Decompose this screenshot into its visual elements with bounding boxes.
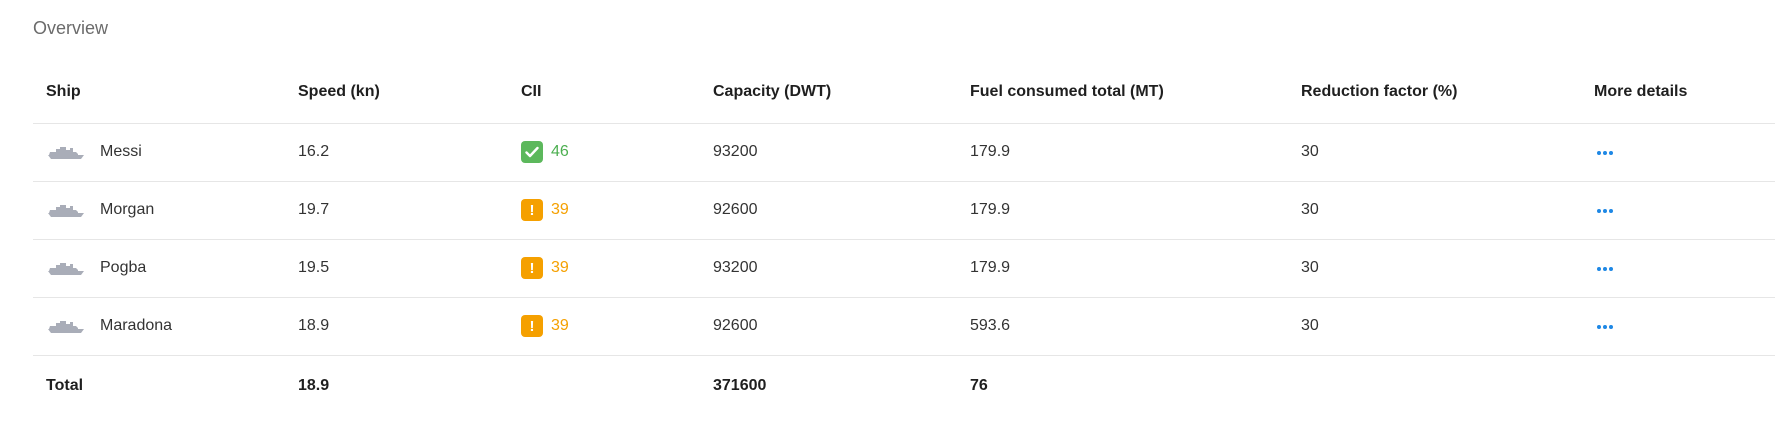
more-dots-icon [1597,325,1613,329]
more-details-cell [1594,123,1775,182]
table-row: Messi 16.2 46 93200 179.9 30 [33,123,1775,182]
overview-table: Ship Speed (kn) CII Capacity (DWT) Fuel … [33,61,1775,417]
ship-icon [46,144,86,160]
table-row: Morgan 19.7 ! 39 92600 179.9 30 [33,181,1775,240]
ship-cell: Morgan [33,181,298,240]
reduction-cell: 30 [1301,239,1594,298]
header-capacity: Capacity (DWT) [713,61,970,124]
reduction-cell: 30 [1301,297,1594,356]
exclamation-icon: ! [521,315,543,337]
capacity-cell: 93200 [713,239,970,298]
more-dots-icon [1597,267,1613,271]
total-label: Total [46,377,84,395]
cii-cell: ! 39 [521,297,713,356]
ship-cell: Messi [33,123,298,182]
more-dots-icon [1597,209,1613,213]
table-row: Maradona 18.9 ! 39 92600 593.6 30 [33,297,1775,356]
fuel-cell: 179.9 [970,239,1301,298]
capacity-cell: 92600 [713,297,970,356]
cii-value: 39 [551,259,569,276]
more-details-button[interactable] [1594,146,1616,160]
ship-cell: Pogba [33,239,298,298]
total-fuel: 76 [970,377,988,395]
total-capacity: 371600 [713,377,767,395]
total-cii-empty [521,355,713,417]
ship-name: Messi [100,143,142,160]
more-details-button[interactable] [1594,204,1616,218]
header-fuel: Fuel consumed total (MT) [970,61,1301,124]
reduction-cell: 30 [1301,181,1594,240]
cii-value: 39 [551,201,569,218]
ship-name: Pogba [100,259,147,276]
header-more-details: More details [1594,61,1775,124]
ship-cell: Maradona [33,297,298,356]
ship-icon [46,202,86,218]
ship-icon [46,318,86,334]
cii-cell: ! 39 [521,239,713,298]
ship-icon [46,260,86,276]
section-title: Overview [33,18,109,38]
total-reduction-empty [1301,355,1594,417]
cii-value: 46 [551,143,569,160]
check-icon [521,141,543,163]
speed-cell: 18.9 [298,297,521,356]
total-row: Total 18.9 371600 76 [33,355,1775,417]
capacity-cell: 92600 [713,181,970,240]
more-dots-icon [1597,151,1613,155]
total-more-empty [1594,355,1775,417]
table-row: Pogba 19.5 ! 39 93200 179.9 30 [33,239,1775,298]
speed-cell: 19.5 [298,239,521,298]
cii-cell: 46 [521,123,713,182]
fuel-cell: 179.9 [970,123,1301,182]
table-header-row: Ship Speed (kn) CII Capacity (DWT) Fuel … [33,61,1775,124]
more-details-button[interactable] [1594,262,1616,276]
total-speed: 18.9 [298,377,330,395]
more-details-cell [1594,239,1775,298]
header-reduction: Reduction factor (%) [1301,61,1594,124]
speed-cell: 19.7 [298,181,521,240]
header-ship: Ship [33,61,298,124]
more-details-cell [1594,181,1775,240]
fuel-cell: 593.6 [970,297,1301,356]
header-cii: CII [521,61,713,124]
reduction-cell: 30 [1301,123,1594,182]
exclamation-icon: ! [521,257,543,279]
exclamation-icon: ! [521,199,543,221]
cii-cell: ! 39 [521,181,713,240]
cii-value: 39 [551,317,569,334]
speed-cell: 16.2 [298,123,521,182]
header-speed: Speed (kn) [298,61,521,124]
ship-name: Morgan [100,201,155,218]
more-details-cell [1594,297,1775,356]
ship-name: Maradona [100,317,173,334]
capacity-cell: 93200 [713,123,970,182]
more-details-button[interactable] [1594,320,1616,334]
fuel-cell: 179.9 [970,181,1301,240]
